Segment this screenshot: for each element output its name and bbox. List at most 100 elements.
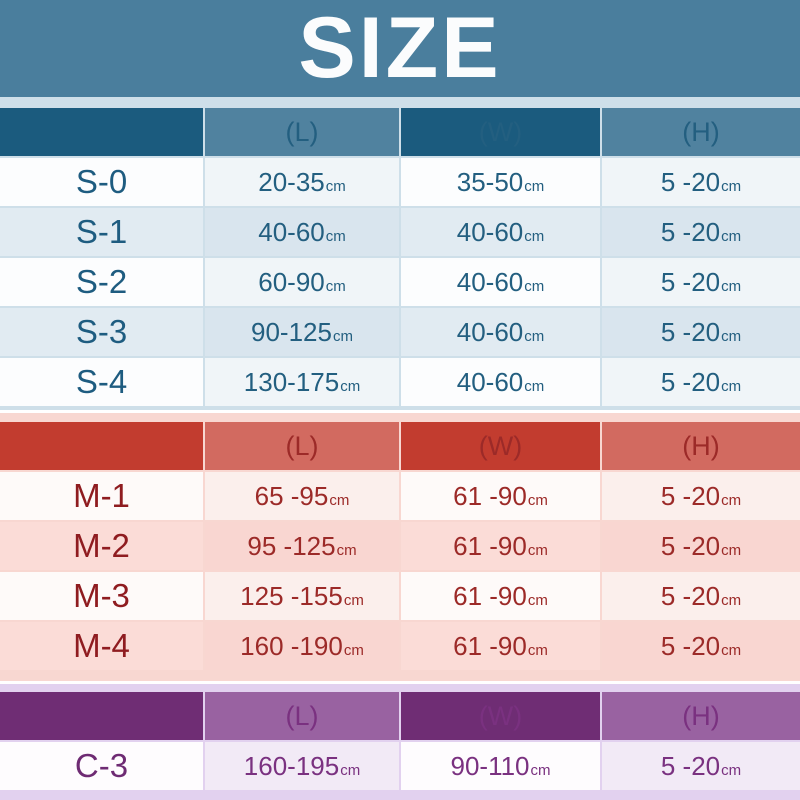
length-cell: 20-35cm xyxy=(205,158,399,206)
length-cell: 90-125cm xyxy=(205,308,399,356)
length-cell: 130-175cm xyxy=(205,358,399,406)
length-cell: 65 -95cm xyxy=(205,472,399,520)
height-value: 5 -20cm xyxy=(660,480,742,511)
width-cell: 40-60cm xyxy=(401,258,600,306)
unit-label: cm xyxy=(343,591,364,609)
length-value: 60-90cm xyxy=(258,266,346,297)
height-cell: 5 -20cm xyxy=(602,622,800,670)
height-value: 5 -20cm xyxy=(660,630,742,661)
height-cell: 5 -20cm xyxy=(602,258,800,306)
table-row: S-3 90-125cm 40-60cm 5 -20cm xyxy=(0,308,800,356)
header-length: (L) xyxy=(205,692,399,740)
unit-label: cm xyxy=(325,177,346,195)
width-cell: 40-60cm xyxy=(401,358,600,406)
table-header-row: (L) (W) (H) xyxy=(0,108,800,156)
section-c-sizes: (L) (W) (H) C-3 160-195cm 90-110cm 5 -20… xyxy=(0,684,800,800)
header-height: (H) xyxy=(602,108,800,156)
length-cell: 60-90cm xyxy=(205,258,399,306)
header-height-label: (H) xyxy=(682,116,720,147)
width-cell: 90-110cm xyxy=(401,742,600,790)
table-row: M-4 160 -190cm 61 -90cm 5 -20cm xyxy=(0,622,800,670)
length-value: 95 -125cm xyxy=(247,530,357,561)
length-value: 90-125cm xyxy=(251,316,353,347)
unit-label: cm xyxy=(721,491,742,509)
width-value: 40-60cm xyxy=(456,366,545,397)
header-length-label: (L) xyxy=(285,700,319,731)
header-width-label: (W) xyxy=(478,116,523,147)
length-value: 160 -190cm xyxy=(240,630,364,661)
unit-label: cm xyxy=(527,541,548,559)
size-label: S-1 xyxy=(0,208,203,256)
size-label: M-1 xyxy=(0,472,203,520)
height-cell: 5 -20cm xyxy=(602,358,800,406)
width-value: 40-60cm xyxy=(456,216,545,247)
table-row: S-1 40-60cm 40-60cm 5 -20cm xyxy=(0,208,800,256)
length-cell: 160 -190cm xyxy=(205,622,399,670)
width-value: 61 -90cm xyxy=(453,480,548,511)
width-cell: 61 -90cm xyxy=(401,622,600,670)
length-value: 125 -155cm xyxy=(240,580,364,611)
unit-label: cm xyxy=(340,377,361,395)
unit-label: cm xyxy=(527,491,548,509)
unit-label: cm xyxy=(329,491,350,509)
length-cell: 40-60cm xyxy=(205,208,399,256)
width-value: 61 -90cm xyxy=(453,630,548,661)
width-cell: 40-60cm xyxy=(401,308,600,356)
unit-label: cm xyxy=(524,377,545,395)
section-divider xyxy=(0,681,800,684)
size-label: M-3 xyxy=(0,572,203,620)
unit-label: cm xyxy=(343,641,364,659)
size-table-s: (L) (W) (H) S-0 20-35cm 35-50cm 5 -20cm … xyxy=(0,108,800,406)
length-value: 160-195cm xyxy=(243,750,361,781)
unit-label: cm xyxy=(332,327,353,345)
header-corner-cell xyxy=(0,108,203,156)
table-row: M-1 65 -95cm 61 -90cm 5 -20cm xyxy=(0,472,800,520)
table-row: M-3 125 -155cm 61 -90cm 5 -20cm xyxy=(0,572,800,620)
width-value: 40-60cm xyxy=(456,266,545,297)
size-label: M-4 xyxy=(0,622,203,670)
height-cell: 5 -20cm xyxy=(602,158,800,206)
height-cell: 5 -20cm xyxy=(602,742,800,790)
header-width: (W) xyxy=(401,422,600,470)
header-width: (W) xyxy=(401,692,600,740)
unit-label: cm xyxy=(527,641,548,659)
section-divider xyxy=(0,410,800,413)
height-cell: 5 -20cm xyxy=(602,308,800,356)
table-header-row: (L) (W) (H) xyxy=(0,692,800,740)
height-cell: 5 -20cm xyxy=(602,572,800,620)
width-cell: 35-50cm xyxy=(401,158,600,206)
unit-label: cm xyxy=(336,541,357,559)
header-height: (H) xyxy=(602,422,800,470)
unit-label: cm xyxy=(530,761,551,779)
size-label: S-0 xyxy=(0,158,203,206)
table-row: M-2 95 -125cm 61 -90cm 5 -20cm xyxy=(0,522,800,570)
header-length-label: (L) xyxy=(285,430,319,461)
width-cell: 61 -90cm xyxy=(401,472,600,520)
unit-label: cm xyxy=(524,227,545,245)
width-value: 40-60cm xyxy=(456,316,545,347)
header-width-label: (W) xyxy=(478,430,523,461)
header-height-label: (H) xyxy=(682,430,720,461)
header-length: (L) xyxy=(205,422,399,470)
size-table-m: (L) (W) (H) M-1 65 -95cm 61 -90cm 5 -20c… xyxy=(0,422,800,670)
size-label: S-4 xyxy=(0,358,203,406)
length-cell: 125 -155cm xyxy=(205,572,399,620)
length-cell: 160-195cm xyxy=(205,742,399,790)
unit-label: cm xyxy=(721,641,742,659)
header-corner-cell xyxy=(0,422,203,470)
header-length: (L) xyxy=(205,108,399,156)
unit-label: cm xyxy=(721,277,742,295)
length-value: 130-175cm xyxy=(243,366,361,397)
width-cell: 40-60cm xyxy=(401,208,600,256)
unit-label: cm xyxy=(524,177,545,195)
height-value: 5 -20cm xyxy=(660,216,742,247)
header-width: (W) xyxy=(401,108,600,156)
section-m-sizes: (L) (W) (H) M-1 65 -95cm 61 -90cm 5 -20c… xyxy=(0,413,800,681)
height-value: 5 -20cm xyxy=(660,266,742,297)
height-cell: 5 -20cm xyxy=(602,472,800,520)
header-length-label: (L) xyxy=(285,116,319,147)
unit-label: cm xyxy=(721,177,742,195)
height-value: 5 -20cm xyxy=(660,530,742,561)
page-title: SIZE xyxy=(298,0,502,96)
